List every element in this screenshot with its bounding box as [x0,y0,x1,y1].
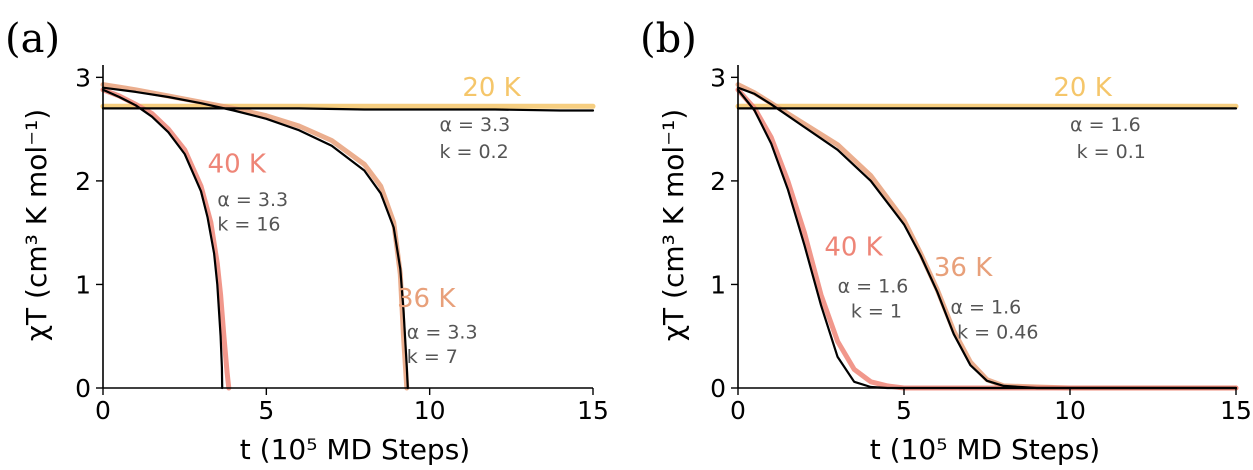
panel-a-annotation-p36a: α = 3.3 [407,321,478,343]
panel-a: (a) χT (cm³ K mol⁻¹) t (10⁵ MD Steps) 0 5… [5,16,609,466]
panel-b-annotation-p40a: α = 1.6 [838,276,909,298]
panel-b-y-tick-label: 0 [710,374,726,403]
panel-a-series-40-k-fit [101,88,224,390]
panel-b-x-axis-title: t (10⁵ MD Steps) [870,433,1100,466]
panel-b-annotation-p20a: α = 1.6 [1070,114,1141,136]
panel-a-series-36-k [100,82,410,391]
panel-b-x-tick-label: 10 [1054,396,1086,425]
panel-a-annotation-p36k: k = 7 [407,346,458,368]
panel-b-annotation-p20k: k = 0.1 [1077,141,1146,163]
panel-b-annotation-p40k: k = 1 [851,301,902,323]
panel-b: (b) χT (cm³ K mol⁻¹) t (10⁵ MD Steps) 0 5… [640,16,1252,466]
panel-b-y-tick-label: 1 [710,270,726,299]
panel-a-x-tick-label: 5 [258,396,274,425]
panel-a-y-axis-title: χT (cm³ K mol⁻¹) [20,109,53,341]
panel-b-annotation-t36: 36 K [934,253,993,283]
panel-a-annotation-t36: 36 K [397,284,456,314]
panel-a-y-tick-label: 2 [75,167,91,196]
panel-a-x-tick-label: 10 [414,396,446,425]
panel-a-x-tick-label: 15 [577,396,609,425]
panel-a-annotation-t40: 40 K [208,150,267,180]
panel-b-x-tick-label: 0 [730,396,746,425]
panel-a-annotation-p20k: k = 0.2 [439,141,508,163]
panel-a-x-tick-label: 0 [95,396,111,425]
panel-a-series-40-k [100,87,232,391]
panel-b-letter: (b) [640,16,697,62]
panel-a-annotation-p40k: k = 16 [217,214,280,236]
panel-a-annotation-p20a: α = 3.3 [439,114,510,136]
panel-b-annotation-p36k: k = 0.46 [957,321,1038,343]
panel-a-y-tick-label: 1 [75,270,91,299]
panel-b-x-tick-label: 15 [1220,396,1252,425]
panel-b-annotation-p36a: α = 1.6 [950,296,1021,318]
panel-a-series-20-k-fit [101,107,595,112]
panel-b-x-tick-label: 5 [896,396,912,425]
panel-a-annotation-p40a: α = 3.3 [217,189,288,211]
panel-b-y-tick-label: 2 [710,167,726,196]
panel-a-x-axis-title: t (10⁵ MD Steps) [240,433,470,466]
panel-b-annotation-t20: 20 K [1053,73,1112,103]
panel-a-y-tick-label: 3 [75,63,91,92]
panel-a-y-tick-label: 0 [75,374,91,403]
panel-b-y-axis-title: χT (cm³ K mol⁻¹) [657,109,690,341]
panel-a-annotation-t20: 20 K [462,73,521,103]
panel-b-y-tick-label: 3 [710,63,726,92]
panel-b-annotation-t40: 40 K [824,232,883,262]
panel-a-series-36-k-fit [101,86,409,390]
panel-a-letter: (a) [5,16,60,62]
